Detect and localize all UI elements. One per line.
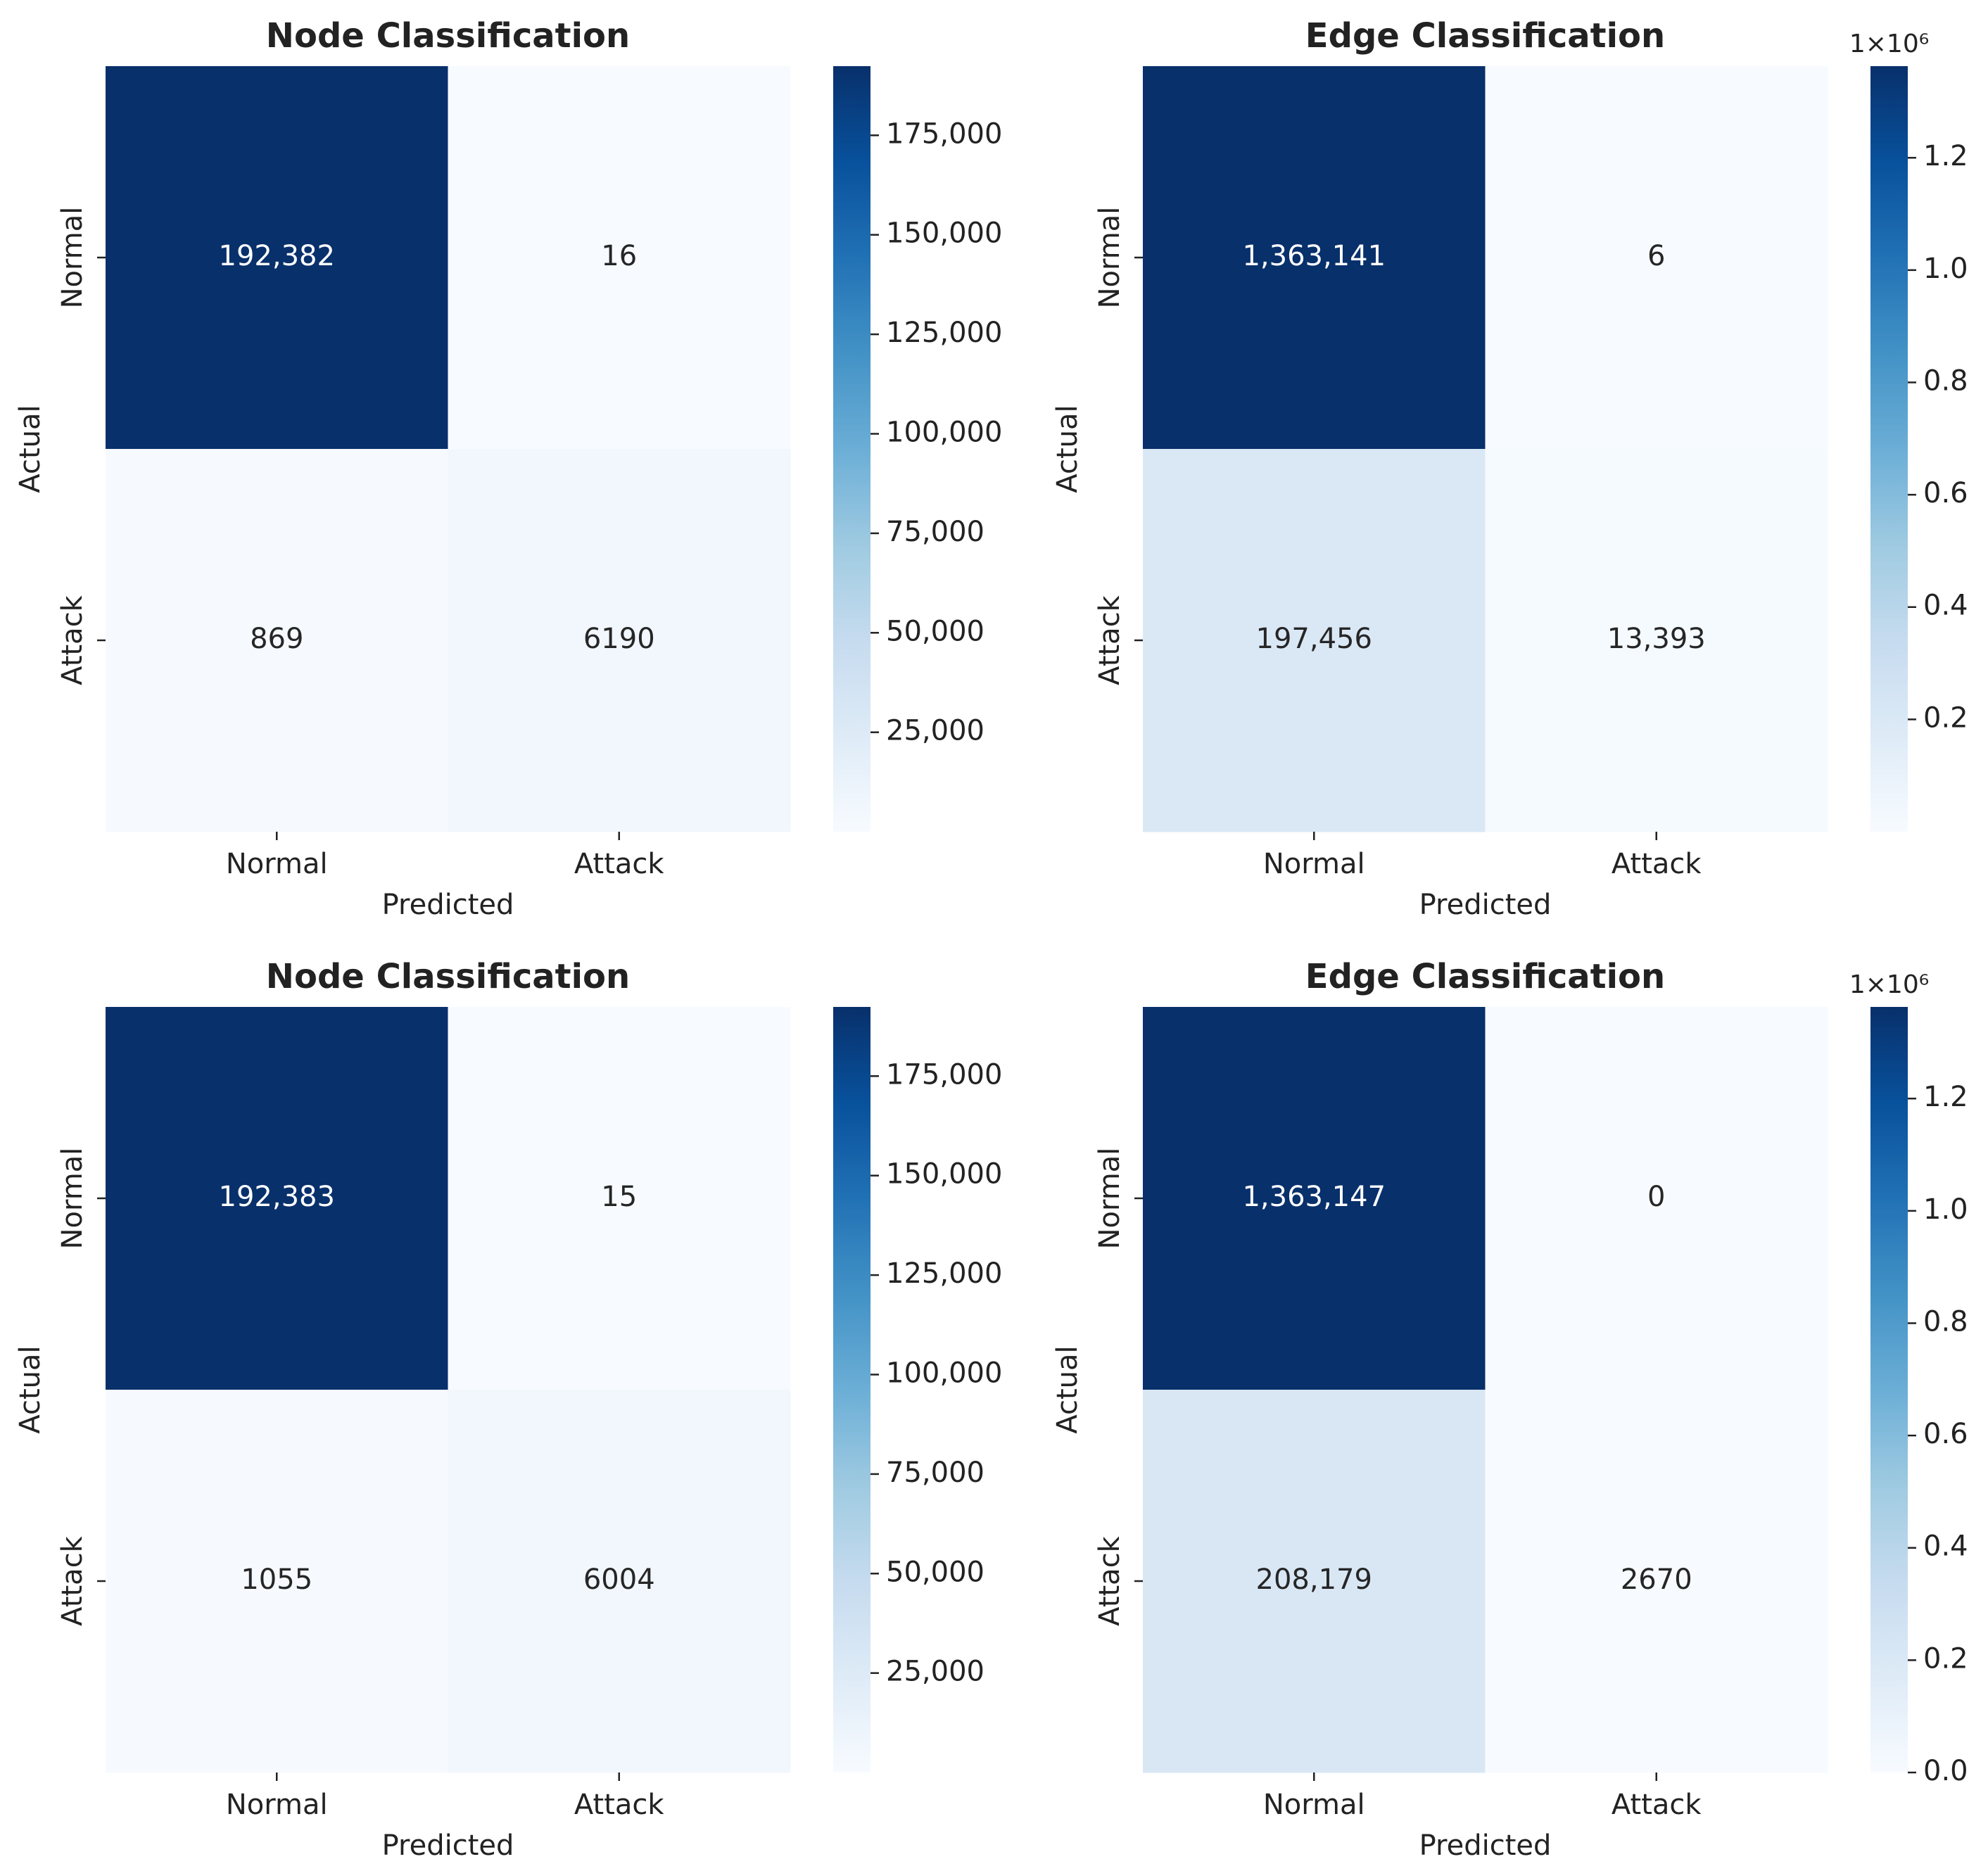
colorbar [833,66,870,832]
colorbar-tick-label: 125,000 [886,317,1002,349]
heatmap-cell [448,449,791,832]
colorbar-tick-label: 150,000 [886,217,1002,250]
cell-label: 197,456 [1256,623,1372,655]
cell-label: 6190 [583,623,655,655]
heatmap-cell [448,1007,791,1390]
heatmap-cell [1143,1390,1486,1773]
cell-label: 2670 [1621,1564,1692,1596]
y-axis-label: Actual [1051,1345,1084,1433]
cell-label: 1,363,147 [1242,1181,1386,1213]
cell-label: 0 [1647,1181,1665,1213]
colorbar-tick-label: 1.2 [1923,140,1968,172]
colorbar-multiplier: 1×10⁶ [1849,970,1929,999]
colorbar-tick-label: 50,000 [886,615,984,647]
cell-label: 208,179 [1256,1564,1372,1596]
y-tick-label: Normal [56,1148,89,1250]
colorbar-tick-label: 1.2 [1923,1081,1968,1113]
heatmap-cell [1485,66,1828,450]
colorbar-tick-label: 100,000 [886,417,1002,449]
y-axis-label: Actual [14,405,46,493]
colorbar-tick-label: 0.4 [1923,1530,1968,1563]
x-axis-label: Predicted [1419,1829,1552,1862]
colorbar-tick-label: 0.8 [1923,1305,1968,1338]
cell-label: 16 [601,240,637,272]
colorbar-tick-label: 125,000 [886,1257,1002,1290]
chart-title: Node Classification [266,16,630,56]
heatmap-cell [448,1390,791,1773]
colorbar-tick-label: 0.6 [1923,1418,1968,1450]
colorbar-tick-label: 0.6 [1923,477,1968,509]
colorbar [1870,66,1908,832]
x-tick-label: Normal [1263,1789,1365,1821]
y-tick-label: Attack [56,1535,89,1626]
cell-label: 6004 [583,1564,655,1596]
y-tick-label: Attack [1094,595,1126,685]
colorbar-tick-label: 175,000 [886,118,1002,150]
x-tick-label: Attack [574,1789,665,1821]
colorbar-tick-label: 0.8 [1923,364,1968,397]
colorbar [833,1007,870,1772]
colorbar [1870,1007,1908,1772]
heatmap-cell [106,1007,448,1390]
heatmap-cell [1485,449,1828,832]
cell-label: 1055 [241,1564,312,1596]
x-tick-label: Attack [1612,1789,1702,1821]
colorbar-multiplier: 1×10⁶ [1849,30,1929,58]
heatmap-cell [106,1390,448,1773]
colorbar-tick-label: 175,000 [886,1058,1002,1091]
colorbar-tick-label: 50,000 [886,1556,984,1588]
colorbar-tick-label: 0.2 [1923,702,1968,734]
heatmap-cell [1143,1007,1486,1390]
cell-label: 15 [601,1181,637,1213]
colorbar-tick-label: 25,000 [886,1656,984,1688]
chart-title: Node Classification [266,957,630,996]
y-tick-label: Normal [56,207,89,309]
heatmap-cell [106,449,448,832]
cell-label: 6 [1647,240,1665,272]
x-axis-label: Predicted [1419,889,1552,921]
x-tick-label: Normal [226,848,328,880]
colorbar-tick-label: 75,000 [886,516,984,548]
heatmap-cell [1485,1390,1828,1773]
x-axis-label: Predicted [382,1829,514,1862]
y-tick-label: Attack [1094,1535,1126,1626]
heatmap-cell [1143,449,1486,832]
colorbar-tick-label: 0.2 [1923,1642,1968,1675]
cell-label: 192,382 [219,240,335,272]
x-axis-label: Predicted [382,889,514,921]
colorbar-tick-label: 25,000 [886,715,984,747]
y-tick-label: Normal [1094,1148,1126,1250]
heatmap-cell [106,66,448,450]
heatmap-cell [448,66,791,450]
colorbar-tick-label: 1.0 [1923,253,1968,285]
y-tick-label: Attack [56,595,89,685]
colorbar-tick-label: 75,000 [886,1457,984,1489]
cell-label: 1,363,141 [1242,240,1386,272]
x-tick-label: Attack [574,848,665,880]
chart-title: Edge Classification [1305,16,1665,56]
x-tick-label: Normal [226,1789,328,1821]
colorbar-tick-label: 150,000 [886,1158,1002,1191]
x-tick-label: Attack [1612,848,1702,880]
x-tick-label: Normal [1263,848,1365,880]
colorbar-tick-label: 0.0 [1923,1755,1968,1787]
colorbar-tick-label: 1.0 [1923,1193,1968,1226]
y-tick-label: Normal [1094,207,1126,309]
y-axis-label: Actual [1051,405,1084,493]
heatmap-cell [1485,1007,1828,1390]
colorbar-tick-label: 0.4 [1923,590,1968,622]
chart-title: Edge Classification [1305,957,1665,996]
cell-label: 192,383 [219,1181,335,1213]
y-axis-label: Actual [14,1345,46,1433]
cell-label: 13,393 [1607,623,1706,655]
colorbar-tick-label: 100,000 [886,1357,1002,1390]
heatmap-cell [1143,66,1486,450]
cell-label: 869 [250,623,303,655]
